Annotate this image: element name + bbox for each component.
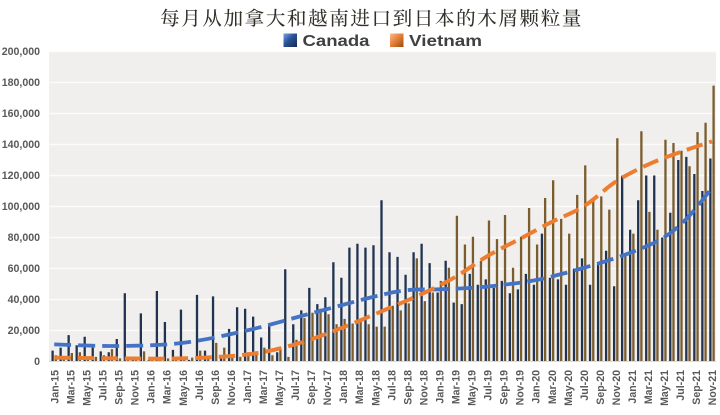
svg-text:0: 0 bbox=[34, 356, 40, 368]
svg-text:Jan-16: Jan-16 bbox=[146, 370, 158, 404]
svg-text:Canada: Canada bbox=[303, 33, 370, 50]
svg-text:May-17: May-17 bbox=[274, 370, 286, 406]
svg-text:Jan-19: Jan-19 bbox=[435, 370, 447, 404]
svg-text:Sep-18: Sep-18 bbox=[402, 370, 414, 405]
svg-text:Mar-19: Mar-19 bbox=[451, 370, 463, 404]
svg-text:Mar-20: Mar-20 bbox=[547, 370, 559, 404]
svg-text:May-18: May-18 bbox=[370, 370, 382, 406]
svg-text:40,000: 40,000 bbox=[8, 294, 41, 306]
svg-text:Jan-15: Jan-15 bbox=[49, 370, 61, 404]
svg-text:120,000: 120,000 bbox=[2, 170, 40, 182]
svg-text:Nov-19: Nov-19 bbox=[515, 370, 527, 405]
svg-text:Mar-17: Mar-17 bbox=[258, 370, 270, 404]
svg-text:Sep-16: Sep-16 bbox=[210, 370, 222, 405]
svg-text:180,000: 180,000 bbox=[2, 77, 40, 89]
svg-text:20,000: 20,000 bbox=[8, 325, 41, 337]
svg-text:May-20: May-20 bbox=[563, 370, 575, 406]
svg-text:Jul-18: Jul-18 bbox=[386, 370, 398, 401]
svg-text:Jul-21: Jul-21 bbox=[675, 370, 687, 401]
svg-text:Sep-21: Sep-21 bbox=[691, 370, 703, 405]
svg-text:160,000: 160,000 bbox=[2, 108, 40, 120]
svg-text:Jul-19: Jul-19 bbox=[483, 370, 495, 401]
svg-text:Mar-15: Mar-15 bbox=[66, 370, 78, 404]
svg-text:Jul-20: Jul-20 bbox=[579, 370, 591, 401]
svg-text:Mar-18: Mar-18 bbox=[354, 370, 366, 404]
svg-text:Nov-21: Nov-21 bbox=[707, 370, 719, 405]
svg-text:140,000: 140,000 bbox=[2, 139, 40, 151]
svg-text:Sep-15: Sep-15 bbox=[114, 370, 126, 405]
svg-text:80,000: 80,000 bbox=[8, 232, 41, 244]
svg-text:Jan-21: Jan-21 bbox=[627, 370, 639, 404]
svg-text:Nov-20: Nov-20 bbox=[611, 370, 623, 405]
svg-text:200,000: 200,000 bbox=[2, 46, 40, 58]
svg-text:60,000: 60,000 bbox=[8, 263, 41, 275]
svg-text:100,000: 100,000 bbox=[2, 201, 40, 213]
svg-text:Vietnam: Vietnam bbox=[409, 33, 482, 50]
svg-text:Sep-19: Sep-19 bbox=[499, 370, 511, 405]
svg-text:Mar-16: Mar-16 bbox=[162, 370, 174, 404]
svg-text:May-21: May-21 bbox=[659, 370, 671, 406]
svg-text:Sep-17: Sep-17 bbox=[306, 370, 318, 405]
svg-text:Jul-15: Jul-15 bbox=[98, 370, 110, 401]
svg-text:Mar-21: Mar-21 bbox=[643, 370, 655, 404]
svg-text:Nov-16: Nov-16 bbox=[226, 370, 238, 405]
svg-text:Jan-20: Jan-20 bbox=[531, 370, 543, 404]
svg-text:Nov-15: Nov-15 bbox=[130, 370, 142, 405]
svg-text:May-15: May-15 bbox=[82, 370, 94, 406]
svg-text:Jan-18: Jan-18 bbox=[338, 370, 350, 404]
svg-text:Sep-20: Sep-20 bbox=[595, 370, 607, 405]
svg-text:Nov-17: Nov-17 bbox=[322, 370, 334, 405]
svg-text:Jan-17: Jan-17 bbox=[242, 370, 254, 404]
svg-text:May-19: May-19 bbox=[467, 370, 479, 406]
svg-text:Jul-16: Jul-16 bbox=[194, 370, 206, 401]
svg-text:Nov-18: Nov-18 bbox=[418, 370, 430, 405]
svg-text:May-16: May-16 bbox=[178, 370, 190, 406]
svg-text:Jul-17: Jul-17 bbox=[290, 370, 302, 401]
